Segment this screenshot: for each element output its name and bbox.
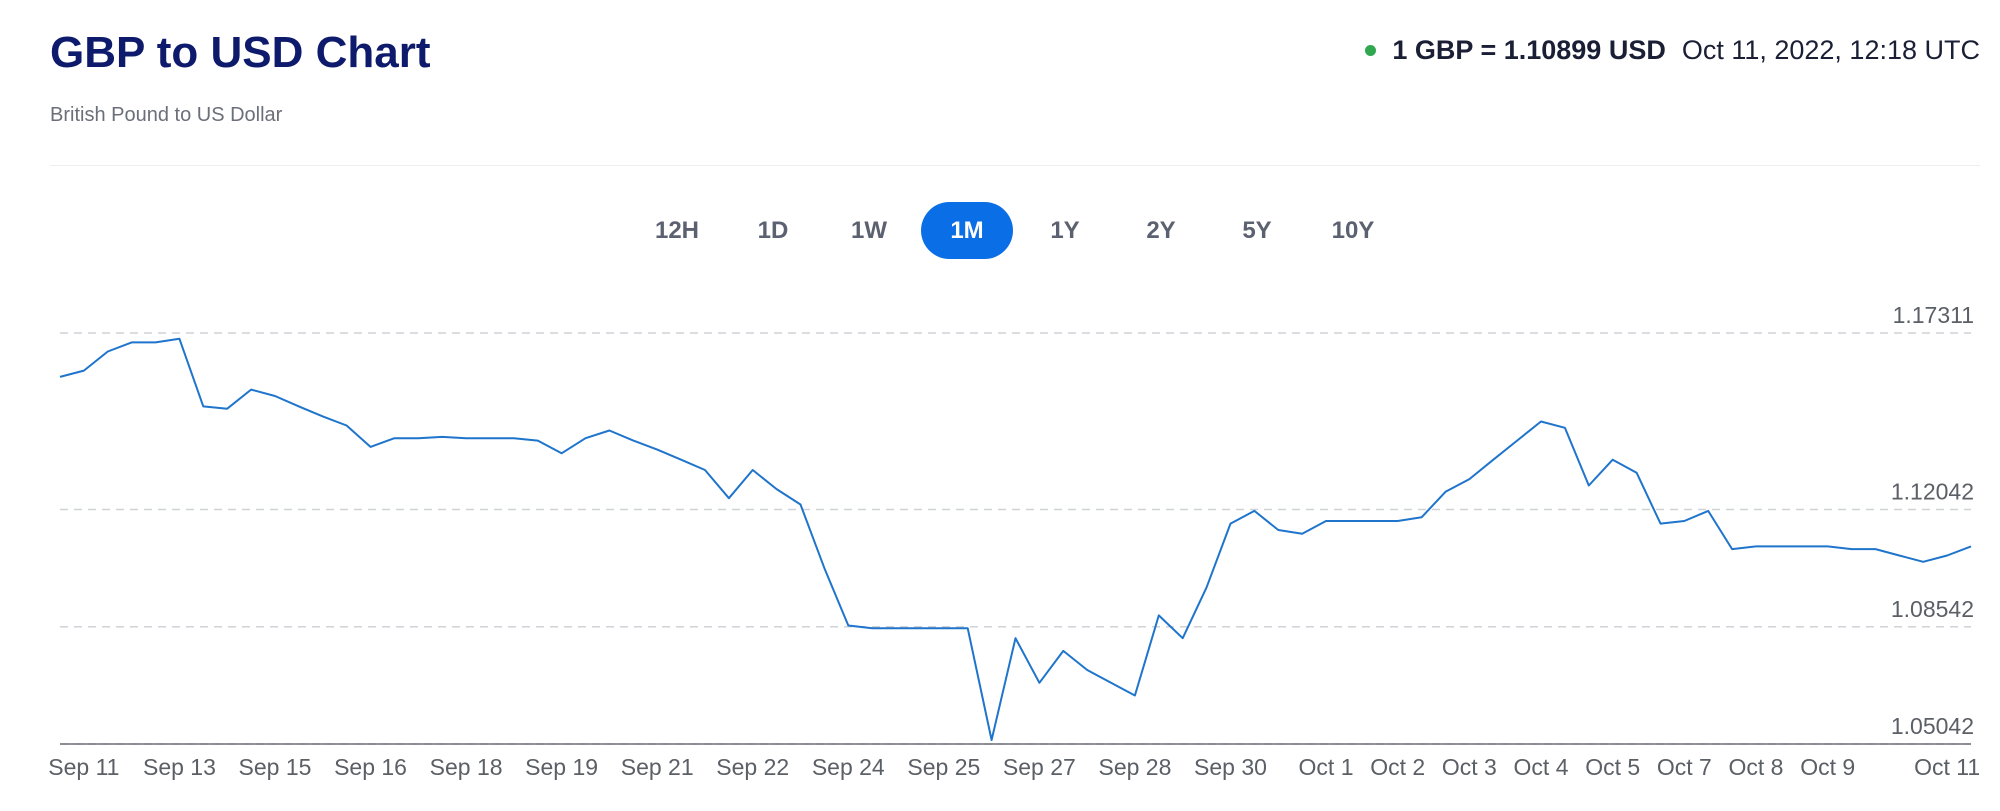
x-tick-label: Sep 25 xyxy=(907,754,980,780)
range-button[interactable]: 5Y xyxy=(1242,217,1272,244)
x-tick-label: Sep 27 xyxy=(1003,754,1076,780)
x-tick-label: Sep 22 xyxy=(716,754,789,780)
y-tick-label: 1.17311 xyxy=(1893,302,1974,328)
x-tick-label: Oct 3 xyxy=(1442,754,1497,780)
subtitle: British Pound to US Dollar xyxy=(50,104,283,126)
range-button[interactable]: 1D xyxy=(757,217,789,244)
x-tick-label: Oct 7 xyxy=(1657,754,1712,780)
x-tick-label: Sep 19 xyxy=(525,754,598,780)
divider xyxy=(50,165,1980,166)
range-button[interactable]: 1M xyxy=(921,202,1013,259)
timestamp: Oct 11, 2022, 12:18 UTC xyxy=(1681,35,1980,65)
x-tick-label: Oct 5 xyxy=(1585,754,1640,780)
y-tick-label: 1.12042 xyxy=(1891,479,1974,505)
range-button[interactable]: 2Y xyxy=(1146,217,1176,244)
rate-info: 1 GBP = 1.10899 USD Oct 11, 2022, 12:18 … xyxy=(1365,35,1980,66)
x-tick-label: Sep 13 xyxy=(143,754,216,780)
y-tick-label: 1.08542 xyxy=(1891,596,1974,622)
x-tick-label: Sep 15 xyxy=(239,754,312,780)
y-tick-label: 1.05042 xyxy=(1891,713,1974,739)
range-selector: 12H 1D 1W 1M 1Y 2Y 5Y 10Y xyxy=(0,202,2000,259)
x-tick-label: Sep 24 xyxy=(812,754,885,780)
x-tick-label: Sep 21 xyxy=(621,754,694,780)
page-title: GBP to USD Chart xyxy=(50,28,431,77)
x-tick-label: Sep 30 xyxy=(1194,754,1267,780)
x-tick-label: Sep 28 xyxy=(1098,754,1171,780)
x-tick-label: Oct 4 xyxy=(1514,754,1569,780)
x-tick-label: Oct 2 xyxy=(1370,754,1425,780)
x-tick-label: Oct 1 xyxy=(1299,754,1354,780)
x-tick-label: Sep 11 xyxy=(48,754,119,780)
x-tick-label: Sep 16 xyxy=(334,754,407,780)
x-tick-label: Oct 11 xyxy=(1914,754,1980,780)
live-dot xyxy=(1365,45,1377,56)
price-line xyxy=(59,337,1972,741)
x-tick-label: Oct 8 xyxy=(1729,754,1784,780)
x-tick-label: Sep 18 xyxy=(430,754,503,780)
range-button[interactable]: 1W xyxy=(851,217,887,244)
rate: 1 GBP = 1.10899 USD xyxy=(1392,35,1666,65)
range-button[interactable]: 1Y xyxy=(1050,217,1080,244)
x-tick-label: Oct 9 xyxy=(1800,754,1855,780)
range-button[interactable]: 10Y xyxy=(1331,217,1375,244)
range-button[interactable]: 12H xyxy=(654,217,700,244)
